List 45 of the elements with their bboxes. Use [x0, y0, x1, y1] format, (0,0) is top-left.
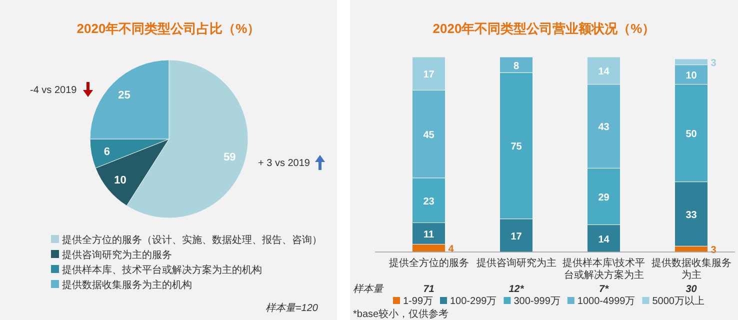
x-tick-label: 提供数据收集服务为主 — [651, 257, 732, 281]
legend-label: 1000-4999万 — [577, 296, 636, 307]
data-label: 75 — [510, 142, 522, 153]
data-label: 43 — [598, 122, 610, 134]
data-label: 6 — [104, 146, 110, 158]
data-label: 59 — [224, 152, 236, 164]
data-label: 29 — [598, 192, 610, 204]
data-label: 4 — [448, 244, 454, 256]
data-label: 14 — [598, 66, 610, 78]
chart-title: 2020年不同类型公司占比（%） — [76, 21, 260, 36]
data-label: 25 — [118, 89, 130, 102]
data-label: 3 — [710, 58, 717, 69]
data-label: 17 — [510, 231, 522, 242]
legend-label: 提供咨询研究为主的服务 — [62, 249, 172, 261]
data-label: 17 — [423, 70, 435, 81]
text: 12* — [508, 284, 525, 295]
x-tick-label: 提供咨询研究为主 — [476, 257, 556, 269]
legend-label: 提供样本库、技术平台或解决方案为主的机构 — [62, 264, 262, 276]
legend-label: 1-99万 — [403, 296, 434, 307]
text: *base较小，仅供参考 — [353, 308, 449, 320]
legend-label: 提供数据收集服务为主的机构 — [62, 279, 192, 291]
text: 7* — [599, 284, 610, 295]
text: 30 — [686, 284, 698, 295]
chart-title: 2020年不同类型公司营业额状况（%） — [432, 21, 656, 36]
data-label: 45 — [423, 130, 435, 142]
data-label: 14 — [598, 234, 610, 246]
legend-label: 300-999万 — [514, 296, 560, 307]
data-label: 8 — [513, 60, 520, 72]
data-label: 50 — [686, 129, 698, 140]
text: 样本量=120 — [265, 302, 318, 314]
text: 样本量 — [353, 283, 384, 295]
data-label: 11 — [423, 229, 434, 240]
data-label: 3 — [710, 245, 717, 256]
text: 71 — [423, 284, 435, 295]
data-label: 23 — [423, 196, 435, 208]
data-label: 10 — [686, 70, 698, 82]
legend-label: 提供全方位的服务（设计、实施、数据处理、报告、咨询） — [62, 234, 322, 246]
legend-label: 5000万以上 — [652, 295, 704, 307]
text: -4 vs 2019 — [30, 85, 78, 96]
data-label: 10 — [114, 174, 126, 186]
x-tick-label: 提供全方位的服务 — [388, 257, 469, 269]
data-label: 33 — [686, 210, 698, 221]
x-tick-label: 提供样本库\技术平台或解决方案为主 — [562, 257, 646, 281]
text: + 3 vs 2019 — [258, 158, 310, 169]
legend-label: 100-299万 — [450, 296, 497, 307]
